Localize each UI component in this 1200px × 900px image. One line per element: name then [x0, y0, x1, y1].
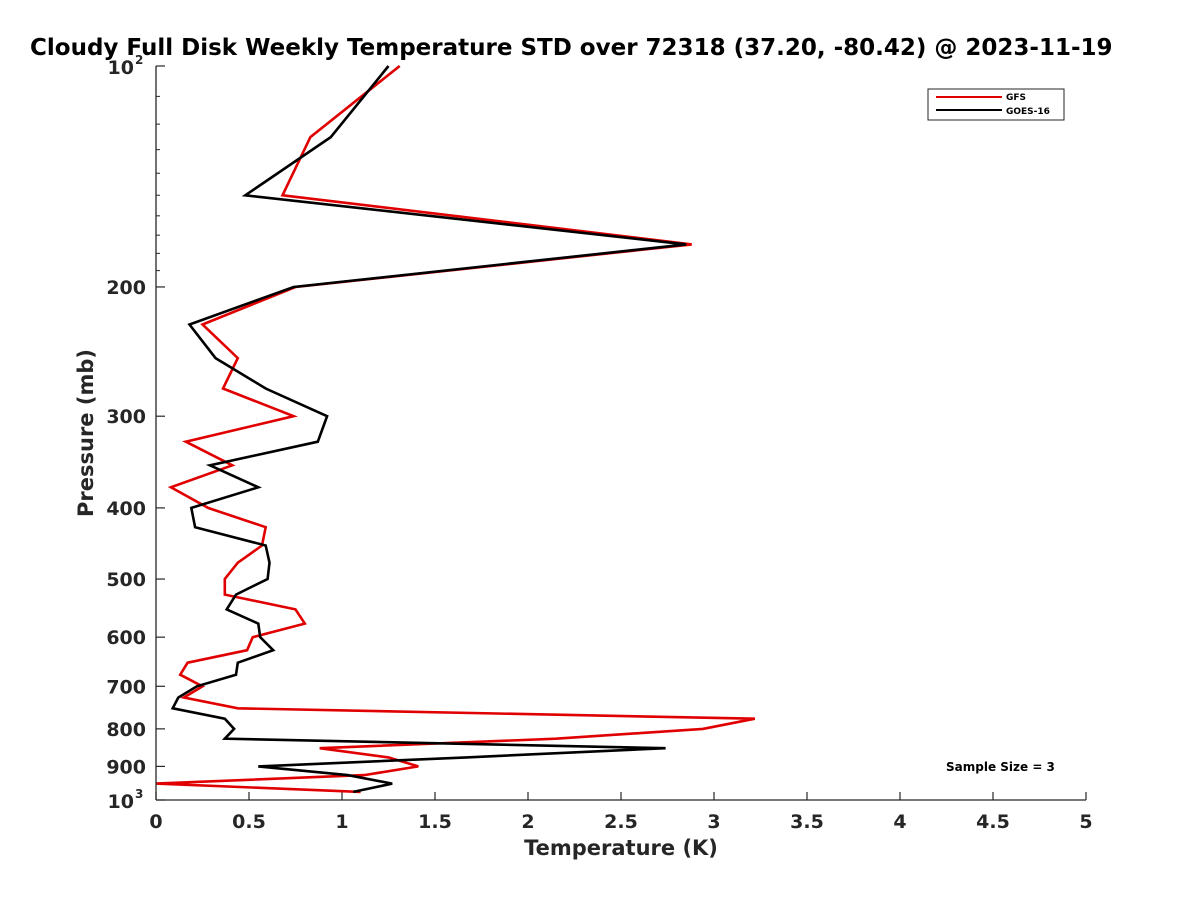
series-line-goes16 — [170, 65, 687, 794]
x-tick-label: 3.5 — [790, 811, 824, 833]
x-axis-label: Temperature (K) — [524, 836, 718, 860]
x-tick-label: 4 — [893, 811, 906, 833]
x-tick-label: 0.5 — [232, 811, 266, 833]
y-decade-label-base: 10 — [108, 57, 134, 79]
x-tick-label: 4.5 — [976, 811, 1010, 833]
y-decade-label-exponent: 3 — [135, 787, 143, 801]
y-tick-label: 500 — [106, 569, 146, 591]
y-tick-label: 400 — [106, 498, 146, 520]
legend-label-gfs: GFS — [1006, 93, 1026, 103]
legend-label-goes16: GOES-16 — [1006, 107, 1050, 117]
sample-size-annotation: Sample Size = 3 — [946, 760, 1055, 774]
y-tick-label: 600 — [106, 627, 146, 649]
y-tick-label: 700 — [106, 676, 146, 698]
legend: GFS GOES-16 — [927, 88, 1065, 121]
y-decade-label-exponent: 2 — [135, 53, 143, 67]
x-tick-label: 2 — [521, 811, 534, 833]
series-layer — [155, 64, 756, 794]
x-axis: 0 0.5 1 1.5 2 2.5 3 3.5 4 4.5 5 — [149, 792, 1093, 833]
y-axis-label: Pressure (mb) — [74, 349, 98, 517]
y-tick-label: 800 — [106, 719, 146, 741]
x-tick-label: 5 — [1079, 811, 1092, 833]
x-tick-label: 1.5 — [418, 811, 452, 833]
x-tick-label: 0 — [149, 811, 162, 833]
y-decade-label-base: 10 — [108, 791, 134, 813]
plot-area — [156, 66, 1086, 800]
chart-title: Cloudy Full Disk Weekly Temperature STD … — [30, 35, 1113, 61]
y-tick-label: 300 — [106, 406, 146, 428]
x-tick-label: 1 — [335, 811, 348, 833]
y-tick-label: 900 — [106, 756, 146, 778]
series-line-gfs — [155, 64, 756, 794]
y-tick-label: 200 — [106, 277, 146, 299]
legend-box — [927, 88, 1065, 121]
x-tick-label: 3 — [707, 811, 720, 833]
x-tick-label: 2.5 — [604, 811, 638, 833]
